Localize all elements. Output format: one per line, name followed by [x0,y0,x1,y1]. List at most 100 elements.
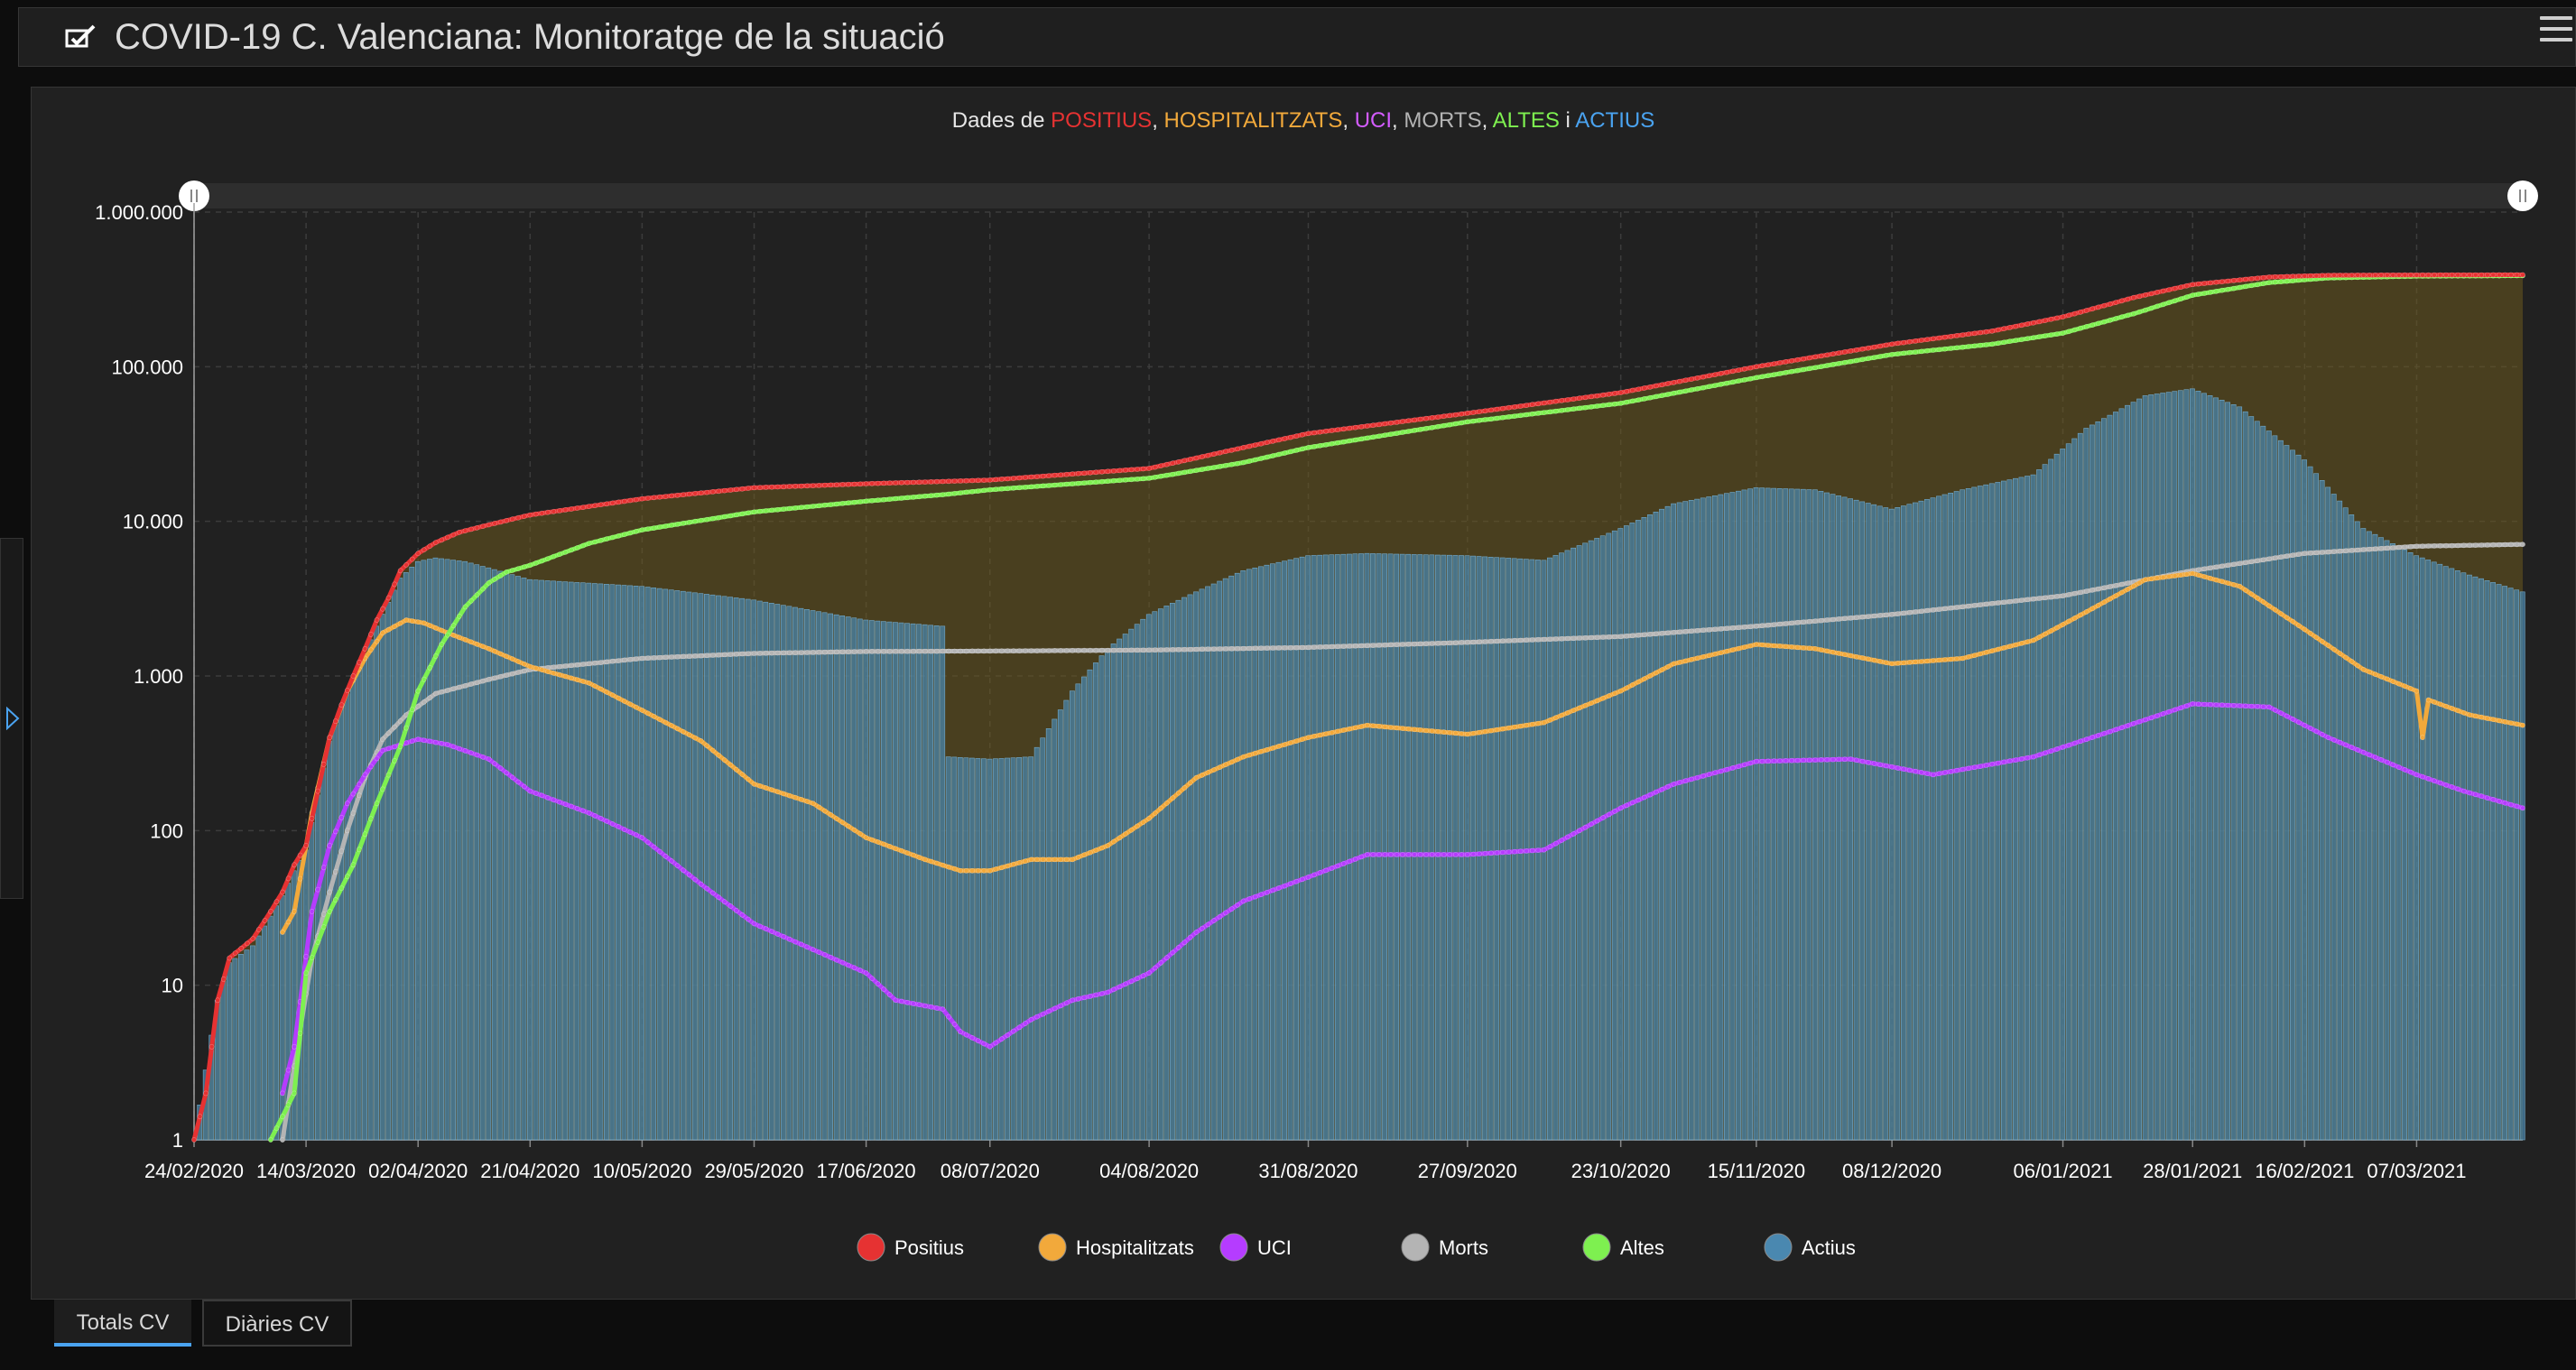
positius-point [1364,423,1370,429]
hospitalitzats-point [2101,599,2108,606]
uci-point [1040,1011,1046,1017]
actius-bar [421,560,427,1141]
altes-point [816,503,822,509]
altes-point [1983,342,1989,347]
altes-point [898,495,904,501]
uci-point [2484,795,2490,801]
morts-point [757,651,763,656]
morts-point [1665,630,1671,636]
positius-point [1300,431,1305,438]
hospitalitzats-point [2284,615,2290,621]
hospitalitzats-point [616,695,622,701]
altes-point [1200,467,1205,472]
hamburger-menu-icon[interactable] [2536,11,2576,47]
morts-point [1275,645,1282,651]
positius-point [609,500,616,506]
hospitalitzats-point [1364,722,1370,728]
morts-point [1352,643,1358,649]
legend-item-morts[interactable]: Morts [1401,1233,1488,1262]
positius-point [1659,382,1665,388]
hospitalitzats-point [545,669,551,674]
positius-point [232,950,238,956]
positius-point [403,562,409,568]
altes-point [273,1125,280,1131]
uci-point [911,1001,916,1006]
morts-point [2054,594,2060,599]
uci-point [1311,872,1317,878]
hospitalitzats-point [1452,730,1459,736]
hospitalitzats-point [2313,634,2320,641]
actius-bar [2366,531,2372,1141]
uci-point [1158,959,1164,966]
positius-point [1117,467,1123,474]
side-panel-toggle[interactable] [0,538,23,899]
morts-point [651,655,657,661]
legend-item-positius[interactable]: Positius [857,1233,964,1262]
uci-point [2432,778,2437,784]
actius-bar [2319,479,2325,1141]
hospitalitzats-point [1352,725,1358,731]
altes-point [1517,412,1524,419]
legend-item-actius[interactable]: Actius [1764,1233,1856,1262]
actius-bar [1240,569,1246,1141]
x-tick-label: 21/04/2020 [480,1160,579,1182]
positius-point [468,526,474,532]
altes-point [751,509,757,515]
tab-diaries-cv[interactable]: Diàries CV [202,1300,352,1347]
uci-point [2148,715,2154,721]
actius-bar [2502,586,2507,1141]
morts-point [1005,648,1011,654]
legend-item-altes[interactable]: Altes [1582,1233,1664,1262]
altes-point [2036,334,2043,339]
altes-point [267,1137,273,1143]
uci-point [645,839,651,846]
positius-point [1629,387,1635,393]
uci-point [739,912,746,918]
hospitalitzats-point [2395,680,2402,687]
positius-point [1930,336,1936,342]
x-tick-label: 31/08/2020 [1258,1160,1357,1182]
positius-point [2143,292,2148,298]
uci-point [1906,767,1913,773]
morts-point [1535,636,1542,643]
hospitalitzats-point [1376,723,1382,729]
actius-bar [886,621,893,1141]
actius-bar [397,578,403,1141]
altes-point [963,489,969,495]
positius-point [928,478,934,485]
altes-point [1729,379,1736,385]
altes-point [1812,365,1819,371]
uci-point [2343,742,2349,748]
positius-point [539,510,545,516]
altes-point [681,520,686,526]
legend-item-uci[interactable]: UCI [1219,1233,1292,1262]
hospitalitzats-point [751,781,757,787]
uci-point [1895,765,1901,771]
positius-point [1859,346,1866,352]
altes-point [1175,470,1181,477]
positius-point [1506,404,1512,411]
altes-point [2166,300,2172,306]
uci-point [1954,767,1960,773]
uci-point [1293,878,1300,884]
actius-bar [2372,533,2378,1141]
legend-item-hospitalitzats[interactable]: Hospitalitzats [1038,1233,1194,1262]
range-slider-start-handle[interactable] [179,181,209,211]
tab-totals-cv[interactable]: Totals CV [54,1300,191,1347]
morts-point [2013,598,2019,604]
altes-point [798,504,804,511]
altes-point [1889,351,1895,357]
altes-point [1405,429,1412,434]
actius-bar [2201,393,2207,1141]
uci-point [2130,720,2136,727]
range-slider-end-handle[interactable] [2507,181,2538,211]
uci-point [2325,735,2331,741]
actius-bar [374,625,380,1141]
actius-bar [1865,503,1871,1141]
altes-point [1941,346,1948,352]
uci-point [2207,701,2213,708]
positius-point [385,595,392,601]
uci-point [574,806,580,811]
hospitalitzats-point [875,839,881,845]
altes-point [497,572,504,579]
